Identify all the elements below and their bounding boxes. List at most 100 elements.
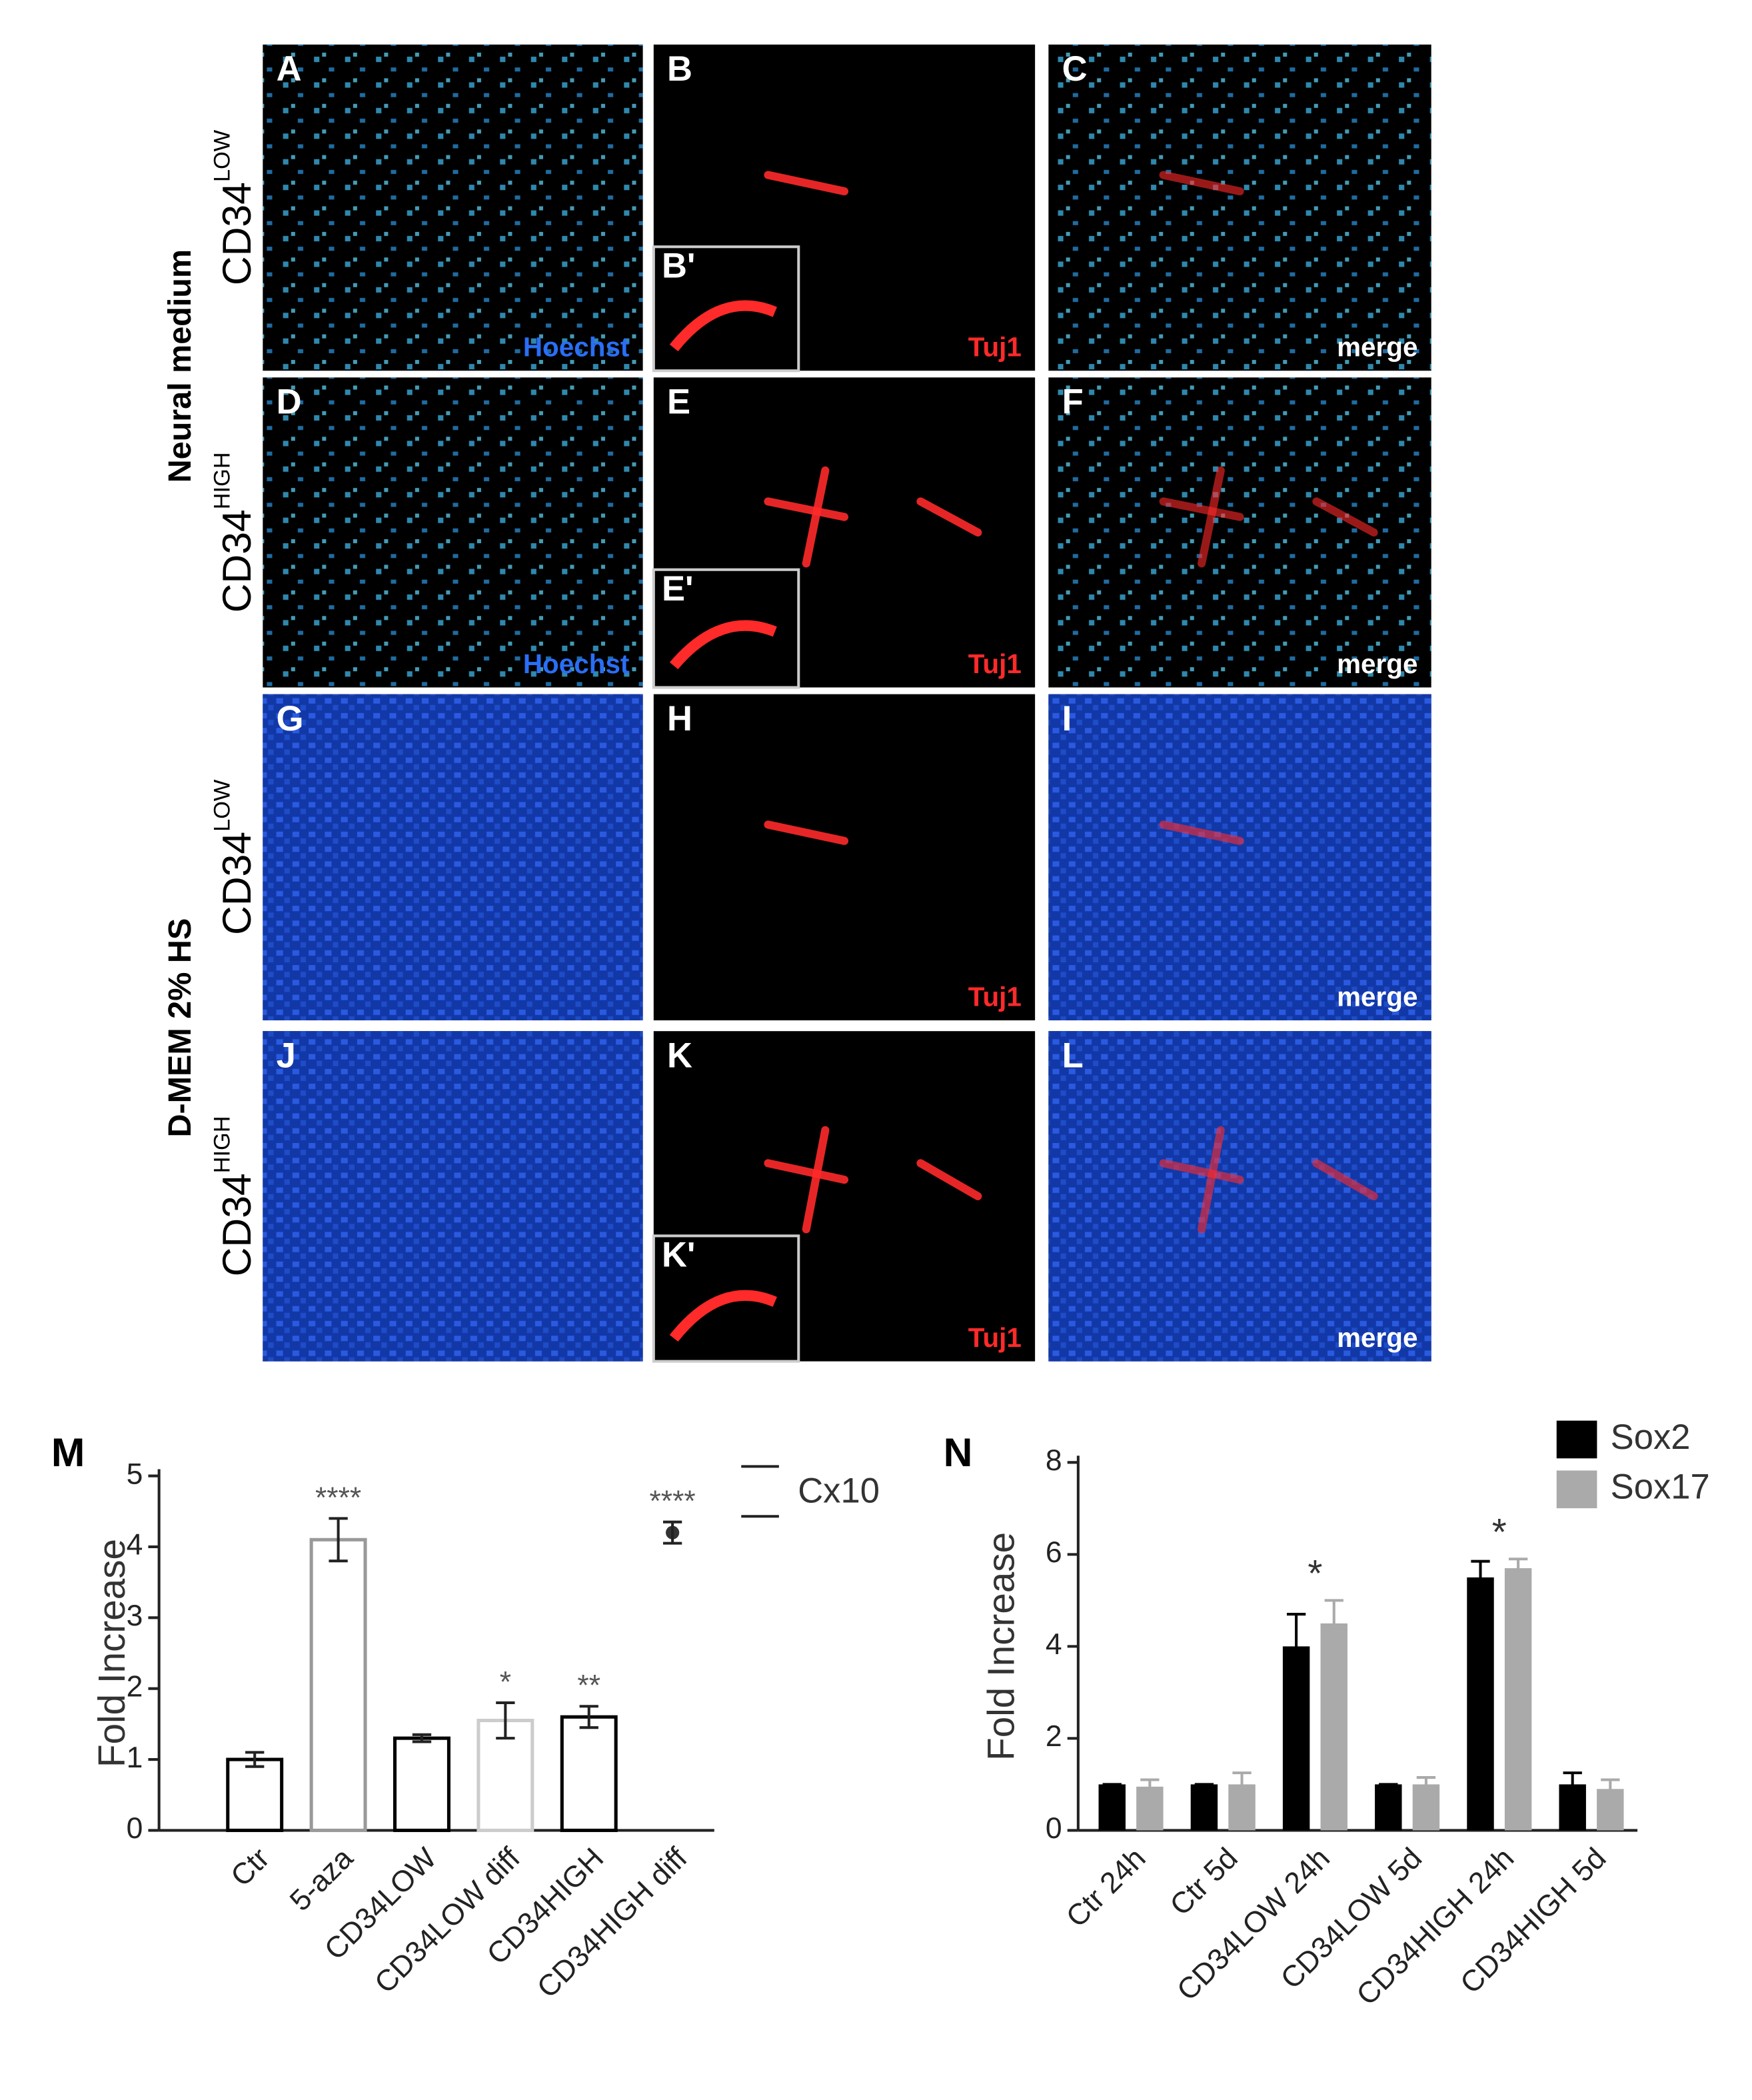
inset-neurite [669,1290,778,1342]
neurite [1312,1159,1378,1200]
y-tick-label: 2 [1046,1720,1062,1753]
bar [1597,1789,1624,1831]
nuclei-stain [1048,44,1431,371]
panel-letter: J [277,1036,296,1076]
significance: ** [577,1669,600,1702]
panel-caption: merge [1337,981,1417,1012]
panel-letter: D [277,383,302,422]
row-label: CD34LOW [210,129,259,285]
x-tick-label: Ctr 24h [1060,1842,1152,1934]
row-label: CD34HIGH [210,1116,259,1276]
panel-letter: I [1062,699,1072,738]
neurite [1312,497,1378,537]
x-tick-label: CD34HIGH 24h [1350,1842,1520,2012]
panel-letter: F [1062,383,1084,422]
panel-letter: L [1062,1036,1084,1076]
neurite [802,1126,830,1234]
inset-neurite [669,620,777,670]
panel-caption: Tuj1 [968,648,1022,679]
bar [1320,1623,1347,1831]
x-tick-label: Ctr 5d [1164,1842,1244,1922]
nuclei-stain [263,377,643,688]
bar [1136,1786,1164,1831]
inset-neurite [669,300,777,352]
panel-letter: E [667,383,690,422]
panel-letter: G [277,699,304,738]
bar [226,1757,284,1832]
bar [1559,1784,1586,1831]
error-bar [245,1751,265,1768]
bar [1412,1784,1440,1831]
y-tick-label: 1 [127,1741,143,1774]
bar [1098,1784,1126,1831]
neurite [916,1159,982,1200]
image-panel [653,694,1036,1021]
error-bar [329,1517,348,1563]
legend-label: Sox2 [1611,1418,1691,1457]
neurite-stain [1159,171,1244,196]
x-tick-label: 5-aza [284,1841,360,1917]
panel-caption: merge [1337,648,1417,679]
y-tick-label: 4 [127,1529,143,1562]
row-name: CD34 [214,832,259,935]
group-label: Neural medium [162,249,198,483]
bar [1504,1568,1532,1831]
neurite-stain [1159,1126,1378,1234]
bar [560,1715,618,1832]
neurite [802,466,830,568]
y-axis-title: Fold Increase [980,1532,1022,1761]
row-name: CD34 [214,509,259,612]
significance: * [1308,1552,1322,1594]
error-bar [662,1520,682,1545]
bar [1375,1784,1402,1831]
row-label: CD34LOW [210,779,259,935]
y-tick-label: 3 [127,1599,143,1632]
neurite [916,497,982,537]
bar [1467,1577,1494,1831]
bar [1228,1784,1256,1831]
row-sup: HIGH [210,452,235,509]
panel-caption: Tuj1 [968,981,1022,1012]
error-bar [412,1733,432,1743]
x-tick-label: CD34LOW diff [369,1841,526,1999]
panel-caption: Tuj1 [968,332,1022,363]
panel-caption: Hoechst [523,332,630,363]
panel-letter: M [51,1430,85,1475]
panel-letter: A [277,49,302,89]
bar [393,1736,450,1832]
legend-label: Cx10 [798,1472,880,1511]
legend-label: Sox17 [1611,1468,1710,1507]
significance: **** [650,1485,696,1518]
nuclei-stain [263,44,643,371]
y-tick-label: 0 [127,1812,143,1845]
nuclei-stain [263,1031,643,1362]
legend-swatch [1556,1470,1597,1509]
image-panel [653,44,1036,371]
nuclei-stain [263,694,643,1021]
inset-frame [652,568,800,689]
panel-caption: merge [1337,1322,1417,1353]
neurite [1198,466,1225,568]
nuclei-stain [1048,694,1431,1021]
panel-caption: Hoechst [523,648,630,679]
row-sup: HIGH [210,1116,235,1173]
bar [309,1538,367,1832]
inset-label: B' [662,247,695,286]
significance: * [1492,1511,1507,1553]
neurite-stain [1159,466,1378,568]
significance: **** [315,1482,361,1514]
panel-letter: N [944,1430,973,1475]
panel-letter: B [667,49,692,89]
row-label: CD34HIGH [210,452,259,612]
row-name: CD34 [214,182,259,285]
neurite [764,497,849,521]
error-bar [579,1705,598,1729]
significance: * [500,1665,511,1698]
neurite [1159,820,1244,845]
panel-letter: C [1062,49,1088,89]
bar [1282,1646,1310,1831]
neurite-stain [764,1126,982,1234]
bar [1190,1784,1218,1831]
inset-frame [652,245,800,373]
